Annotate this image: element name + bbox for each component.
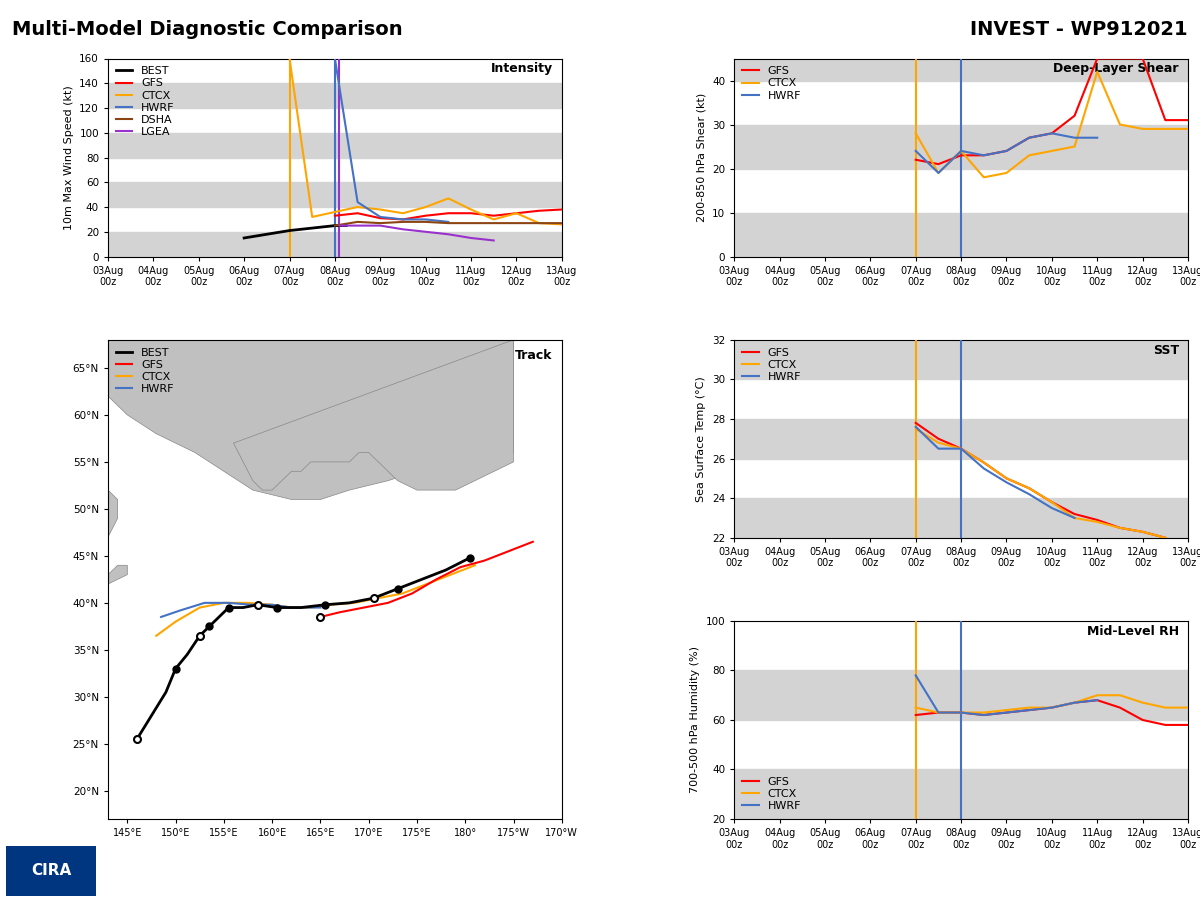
Bar xyxy=(734,418,1188,459)
Polygon shape xyxy=(98,491,118,537)
Text: Track: Track xyxy=(515,349,553,363)
Bar xyxy=(734,124,1188,168)
Bar xyxy=(108,133,562,158)
Bar xyxy=(734,499,1188,538)
Legend: GFS, CTCX, HWRF: GFS, CTCX, HWRF xyxy=(739,346,803,384)
Text: CIRA: CIRA xyxy=(31,863,71,878)
Bar xyxy=(734,58,1188,80)
Bar xyxy=(734,212,1188,256)
Y-axis label: 10m Max Wind Speed (kt): 10m Max Wind Speed (kt) xyxy=(64,86,73,230)
Polygon shape xyxy=(79,565,127,593)
Text: Mid-Level RH: Mid-Level RH xyxy=(1087,625,1178,638)
Y-axis label: Sea Surface Temp (°C): Sea Surface Temp (°C) xyxy=(696,376,707,501)
Bar xyxy=(108,183,562,207)
Text: INVEST - WP912021: INVEST - WP912021 xyxy=(971,20,1188,39)
Bar xyxy=(734,339,1188,379)
Y-axis label: 700-500 hPa Humidity (%): 700-500 hPa Humidity (%) xyxy=(690,646,700,794)
Y-axis label: 200-850 hPa Shear (kt): 200-850 hPa Shear (kt) xyxy=(696,93,707,222)
Legend: BEST, GFS, CTCX, HWRF: BEST, GFS, CTCX, HWRF xyxy=(114,346,178,396)
Bar xyxy=(734,770,1188,819)
Bar xyxy=(108,84,562,108)
Polygon shape xyxy=(0,556,108,688)
Polygon shape xyxy=(108,339,514,500)
Text: SST: SST xyxy=(1153,344,1178,356)
Text: Multi-Model Diagnostic Comparison: Multi-Model Diagnostic Comparison xyxy=(12,20,403,39)
Text: Intensity: Intensity xyxy=(491,62,553,76)
Legend: GFS, CTCX, HWRF: GFS, CTCX, HWRF xyxy=(739,775,803,814)
Bar xyxy=(734,670,1188,720)
Legend: BEST, GFS, CTCX, HWRF, DSHA, LGEA: BEST, GFS, CTCX, HWRF, DSHA, LGEA xyxy=(114,64,178,140)
Text: Deep-Layer Shear: Deep-Layer Shear xyxy=(1054,62,1178,76)
Polygon shape xyxy=(234,339,514,491)
Legend: GFS, CTCX, HWRF: GFS, CTCX, HWRF xyxy=(739,64,803,103)
Bar xyxy=(108,232,562,256)
